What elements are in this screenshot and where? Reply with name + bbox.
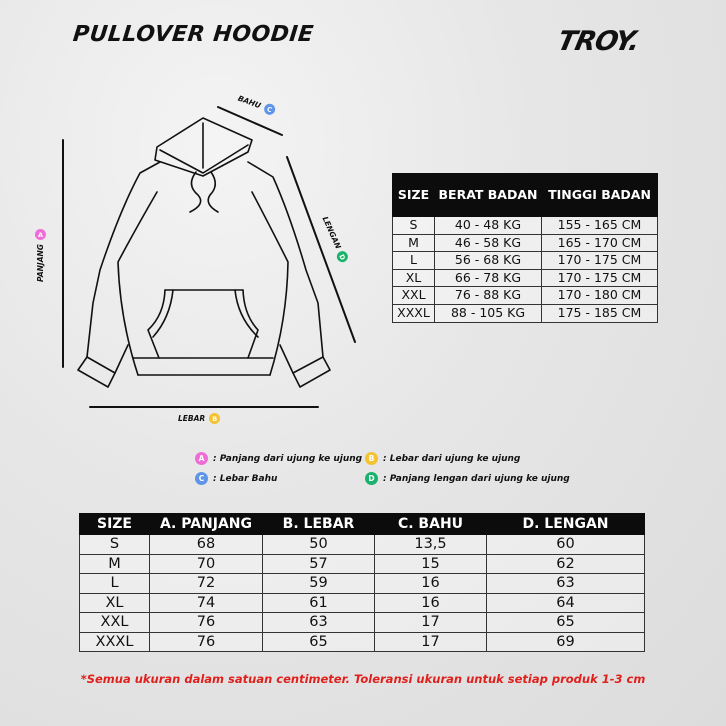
table-row: XXXL 76 65 17 69 xyxy=(79,631,645,652)
cell: 64 xyxy=(486,592,645,613)
panjang-label: PANJANG A xyxy=(34,229,46,282)
legend-text: : Lebar Bahu xyxy=(213,473,278,484)
cell: 170 - 180 CM xyxy=(541,286,658,305)
panjang-text: PANJANG xyxy=(35,244,45,282)
header-bahu: C. BAHU xyxy=(374,513,487,535)
legend-text: : Panjang lengan dari ujung ke ujung xyxy=(383,473,570,484)
cell: 63 xyxy=(262,612,375,633)
cell: 69 xyxy=(486,631,645,652)
cell: 56 - 68 KG xyxy=(434,251,542,270)
header-tinggi: TINGGI BADAN xyxy=(541,173,658,217)
lebar-text: LEBAR xyxy=(178,414,206,423)
lebar-label: LEBAR B xyxy=(178,413,221,424)
cell: 68 xyxy=(149,534,263,555)
cell: XXXL xyxy=(392,303,435,323)
cell: 40 - 48 KG xyxy=(434,216,542,235)
cell: 165 - 170 CM xyxy=(541,233,658,253)
cell: 50 xyxy=(262,534,375,555)
cell: 13,5 xyxy=(374,534,487,555)
cell: 60 xyxy=(486,534,645,555)
header-lebar: B. LEBAR xyxy=(262,513,375,535)
table-row: XXXL 88 - 105 KG 175 - 185 CM xyxy=(392,303,658,323)
cell: 170 - 175 CM xyxy=(541,251,658,270)
table-row: XL 74 61 16 64 xyxy=(79,592,645,613)
cell: L xyxy=(79,573,150,594)
cell: S xyxy=(79,534,150,555)
bahu-measure-line xyxy=(217,106,283,136)
cell: 76 - 88 KG xyxy=(434,286,542,305)
header-size: SIZE xyxy=(79,513,150,535)
cell: 74 xyxy=(149,592,263,613)
cell: 59 xyxy=(262,573,375,594)
legend-item-b: B : Lebar dari ujung ke ujung xyxy=(365,452,520,465)
table-row: L 56 - 68 KG 170 - 175 CM xyxy=(392,251,658,270)
header-berat: BERAT BADAN xyxy=(434,173,542,217)
cell: L xyxy=(392,251,435,270)
legend-text: : Lebar dari ujung ke ujung xyxy=(383,453,521,464)
hoodie-outline xyxy=(77,117,331,388)
cell: 62 xyxy=(486,553,645,574)
cell: 63 xyxy=(486,573,645,594)
cell: 72 xyxy=(149,573,263,594)
header-lengan: D. LENGAN xyxy=(486,513,645,535)
lengan-measure-line xyxy=(286,156,356,343)
cell: 155 - 165 CM xyxy=(541,216,658,235)
cell: M xyxy=(79,553,150,574)
table-row: S 40 - 48 KG 155 - 165 CM xyxy=(392,216,658,235)
marker-d-icon: D xyxy=(365,472,378,485)
cell: 61 xyxy=(262,592,375,613)
cell: 76 xyxy=(149,631,263,652)
cell: 76 xyxy=(149,612,263,633)
header-size: SIZE xyxy=(392,173,435,217)
cell: 16 xyxy=(374,592,487,613)
cell: XXXL xyxy=(79,631,150,652)
table-row: XXL 76 - 88 KG 170 - 180 CM xyxy=(392,286,658,305)
legend-text: : Panjang dari ujung ke ujung xyxy=(213,453,363,464)
table-row: XXL 76 63 17 65 xyxy=(79,612,645,633)
cell: 170 - 175 CM xyxy=(541,268,658,288)
legend-item-c: C : Lebar Bahu xyxy=(195,472,277,485)
marker-c-icon: C xyxy=(195,472,208,485)
header-panjang: A. PANJANG xyxy=(149,513,263,535)
cell: 70 xyxy=(149,553,263,574)
cell: 15 xyxy=(374,553,487,574)
fit-table: SIZE BERAT BADAN TINGGI BADAN S 40 - 48 K… xyxy=(392,173,658,323)
cell: 66 - 78 KG xyxy=(434,268,542,288)
legend-item-d: D : Panjang lengan dari ujung ke ujung xyxy=(365,472,570,485)
cell: XL xyxy=(79,592,150,613)
table-header-row: SIZE A. PANJANG B. LEBAR C. BAHU D. LENG… xyxy=(79,513,645,535)
cell: S xyxy=(392,216,435,235)
marker-b-icon: B xyxy=(365,452,378,465)
cell: 88 - 105 KG xyxy=(434,303,542,323)
table-row: M 46 - 58 KG 165 - 170 CM xyxy=(392,233,658,253)
cell: 57 xyxy=(262,553,375,574)
cell: M xyxy=(392,233,435,253)
cell: XXL xyxy=(392,286,435,305)
cell: 46 - 58 KG xyxy=(434,233,542,253)
size-table: SIZE A. PANJANG B. LEBAR C. BAHU D. LENG… xyxy=(79,513,645,652)
cell: XL xyxy=(392,268,435,288)
table-row: L 72 59 16 63 xyxy=(79,573,645,594)
table-row: S 68 50 13,5 60 xyxy=(79,534,645,555)
legend-item-a: A : Panjang dari ujung ke ujung xyxy=(195,452,362,465)
tolerance-note: *Semua ukuran dalam satuan centimeter. T… xyxy=(80,672,646,686)
table-header-row: SIZE BERAT BADAN TINGGI BADAN xyxy=(392,173,658,217)
cell: 65 xyxy=(486,612,645,633)
table-row: M 70 57 15 62 xyxy=(79,553,645,574)
cell: 65 xyxy=(262,631,375,652)
marker-a-icon: A xyxy=(195,452,208,465)
marker-a-icon: A xyxy=(34,229,46,241)
table-row: XL 66 - 78 KG 170 - 175 CM xyxy=(392,268,658,288)
cell: 17 xyxy=(374,631,487,652)
marker-b-icon: B xyxy=(209,413,221,424)
cell: 16 xyxy=(374,573,487,594)
cell: 175 - 185 CM xyxy=(541,303,658,323)
cell: XXL xyxy=(79,612,150,633)
cell: 17 xyxy=(374,612,487,633)
